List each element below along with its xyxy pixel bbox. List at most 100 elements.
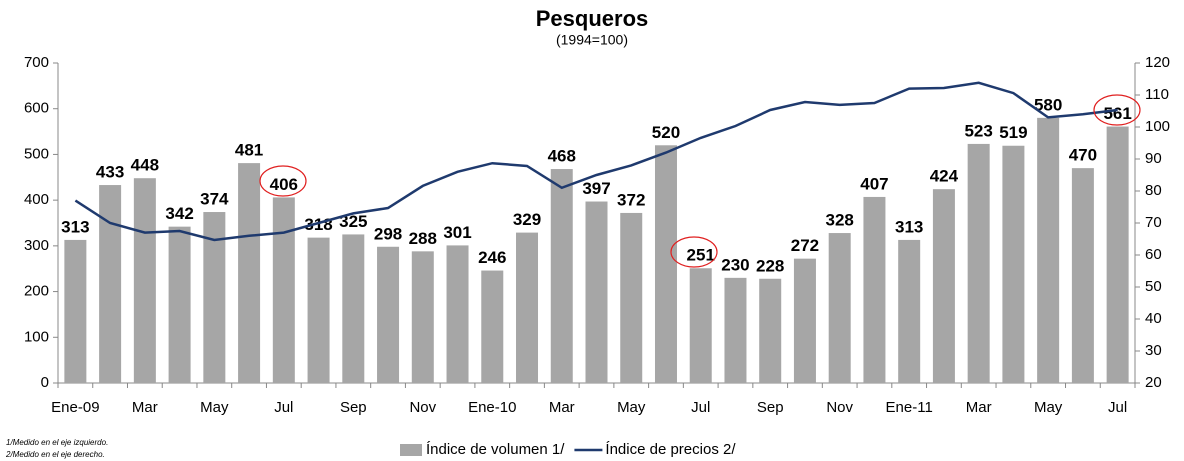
footnote: 1/Medido en el eje izquierdo. [6,438,108,447]
value-label: 470 [1069,146,1097,165]
y2-tick-label: 120 [1145,54,1170,71]
value-label: 561 [1103,104,1131,123]
bar [307,237,330,383]
bar [342,234,365,383]
x-tick-label: Ene-09 [51,399,99,416]
y-tick-label: 100 [24,328,49,345]
bar [272,197,295,383]
value-label: 288 [409,229,437,248]
value-label: 228 [756,256,784,275]
value-label: 272 [791,236,819,255]
value-label: 424 [930,167,959,186]
bar [446,245,469,383]
value-label: 520 [652,123,680,142]
bar [1002,145,1025,383]
bar [654,145,677,383]
bar [1037,117,1060,383]
x-tick-label: Jul [274,399,293,416]
y2-tick-label: 50 [1145,278,1162,295]
value-label: 397 [582,179,610,198]
legend-label: Índice de precios 2/ [605,441,736,458]
y2-tick-label: 110 [1145,86,1169,103]
x-tick-label: Nov [826,399,853,416]
y-tick-label: 0 [41,374,49,391]
bar [898,239,921,383]
x-tick-label: Mar [966,399,992,416]
legend-label: Índice de volumen 1/ [426,441,565,458]
x-tick-label: May [617,399,646,416]
bar [828,233,851,383]
value-label: 580 [1034,95,1062,114]
bar [585,201,608,383]
value-label: 301 [443,223,471,242]
bar [1106,126,1129,384]
chart-title: Pesqueros [536,6,649,31]
bar [793,258,816,383]
legend-swatch [400,444,422,456]
value-label: 230 [721,255,749,274]
x-tick-label: Ene-11 [886,399,933,416]
bar [99,185,122,383]
value-label: 246 [478,248,506,267]
value-label: 407 [860,174,888,193]
x-tick-label: May [200,399,229,416]
bar [238,163,261,383]
footnote: 2/Medido en el eje derecho. [5,450,105,459]
chart-subtitle: (1994=100) [556,32,628,48]
value-label: 328 [826,211,854,230]
value-label: 374 [200,190,229,209]
value-label: 298 [374,224,402,243]
y2-tick-label: 70 [1145,214,1162,231]
value-label: 313 [61,217,89,236]
bar [64,239,87,383]
value-label: 448 [131,156,159,175]
y2-tick-label: 100 [1145,118,1170,135]
x-tick-label: Mar [549,399,575,416]
y-tick-label: 500 [24,145,49,162]
value-label: 313 [895,217,923,236]
bar [133,178,156,383]
y-tick-label: 700 [24,54,49,71]
value-label: 519 [999,123,1027,142]
highlight-circle [259,165,307,197]
x-tick-label: Nov [409,399,436,416]
x-tick-label: Ene-10 [468,399,516,416]
bar [1071,168,1094,383]
highlight-circle [670,236,718,268]
y2-tick-label: 40 [1145,310,1162,327]
value-label: 481 [235,141,263,160]
x-tick-label: Mar [132,399,158,416]
value-label: 523 [964,121,992,140]
y2-tick-label: 30 [1145,342,1162,359]
bar [759,278,782,383]
bar [967,143,990,383]
line [74,81,1118,242]
bar [620,212,643,383]
highlight-circle [1093,94,1141,126]
bar [724,277,747,383]
y2-tick-label: 80 [1145,182,1162,199]
x-tick-label: Jul [691,399,710,416]
y2-tick-label: 20 [1145,374,1162,391]
value-label: 433 [96,163,124,182]
bar [689,268,712,383]
y-tick-label: 600 [24,100,49,117]
value-label: 325 [339,212,367,231]
value-label: 372 [617,190,645,209]
bar [168,226,191,383]
x-tick-label: Sep [757,399,784,416]
x-tick-label: May [1034,399,1063,416]
value-label: 406 [270,175,298,194]
value-label: 468 [548,147,576,166]
x-tick-label: Sep [340,399,367,416]
y2-tick-label: 90 [1145,150,1162,167]
y-tick-label: 400 [24,191,49,208]
x-tick-label: Jul [1108,399,1127,416]
bar [932,189,955,383]
y-tick-label: 300 [24,237,49,254]
bar [516,232,539,383]
bar [863,196,886,383]
bar [550,169,573,383]
value-label: 342 [165,204,193,223]
